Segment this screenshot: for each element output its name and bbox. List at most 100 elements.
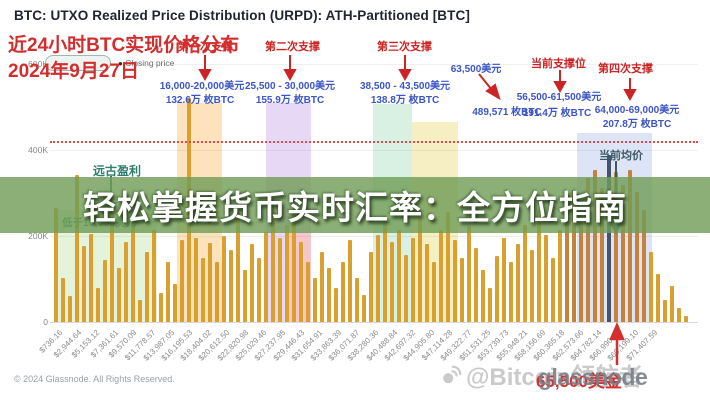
annotation-range2-amount: 155.9万 枚BTC — [255, 95, 325, 106]
supply-bar — [103, 260, 107, 322]
supply-bar — [537, 210, 541, 322]
supply-bar — [292, 214, 296, 322]
supply-bar — [117, 267, 121, 322]
supply-bar — [201, 257, 205, 322]
supply-bar — [418, 217, 422, 322]
supply-bar — [327, 267, 331, 322]
annotation-range5-price: 56,500-61,500美元 — [516, 92, 602, 103]
closing-price-bar — [607, 155, 611, 322]
supply-bar — [166, 261, 170, 322]
annotation-range3-price: 38,500 - 43,500美元 — [359, 81, 451, 92]
banner-title: 轻松掌握货币实时汇率：全方位指南 — [83, 189, 627, 226]
annotation-range5-amount: 191.4万 枚BTC — [522, 108, 592, 119]
supply-bar — [257, 257, 261, 322]
supply-bar — [390, 242, 394, 322]
supply-bar — [663, 300, 667, 322]
supply-bar — [145, 251, 149, 322]
supply-bar — [264, 232, 268, 322]
legend-swatch — [45, 55, 111, 71]
copyright-text: © 2024 Glassnode. All Rights Reserved. — [14, 374, 175, 384]
supply-bar — [383, 214, 387, 322]
supply-bar — [488, 288, 492, 322]
y-axis-tick-label: 0 — [43, 317, 48, 327]
supply-bar — [635, 192, 639, 322]
supply-bar — [495, 256, 499, 322]
supply-bar — [502, 238, 506, 322]
supply-bar — [642, 210, 646, 322]
supply-bar — [439, 229, 443, 322]
supply-bar — [243, 269, 247, 322]
supply-bar — [54, 208, 58, 322]
supply-bar — [362, 294, 366, 322]
supply-bar — [348, 239, 352, 322]
ath-dotted-line — [50, 140, 698, 143]
supply-bar — [110, 211, 114, 322]
annotation-range1-amount: 132.6万 枚BTC — [165, 95, 235, 106]
supply-bar — [152, 229, 156, 322]
annotation-range1-price: 16,000-20,000美元 — [159, 81, 245, 92]
supply-bar — [670, 285, 674, 322]
supply-bar — [530, 250, 534, 322]
supply-bar — [474, 248, 478, 322]
supply-bar — [411, 238, 415, 322]
supply-bar — [131, 217, 135, 322]
supply-bar — [397, 229, 401, 322]
supply-bar — [159, 293, 163, 322]
gridline — [50, 64, 698, 65]
y-axis-tick-label: 200K — [28, 231, 48, 241]
supply-bar — [586, 177, 590, 322]
annotation-support1: 第一次支撑 — [178, 41, 233, 53]
supply-bar — [124, 242, 128, 322]
supply-bar — [432, 261, 436, 322]
supply-bar — [208, 242, 212, 322]
annotation-support4: 第四次支撑 — [598, 63, 653, 75]
supply-bar — [523, 224, 527, 322]
supply-bar — [369, 251, 373, 322]
legend-dot-icon: ● — [118, 59, 123, 68]
supply-bar — [684, 315, 688, 322]
supply-bar — [68, 296, 72, 322]
supply-bar — [173, 284, 177, 322]
supply-bar — [96, 288, 100, 322]
supply-bar — [614, 171, 618, 322]
y-axis-tick-label: 600K — [28, 59, 48, 69]
annotation-support3: 第三次支撑 — [377, 41, 432, 53]
banner-overlay: 轻松掌握货币实时汇率：全方位指南 — [0, 177, 710, 233]
supply-bar — [404, 254, 408, 322]
supply-bar — [593, 170, 597, 322]
supply-bar — [446, 211, 450, 322]
supply-bar — [341, 261, 345, 322]
supply-bar — [229, 250, 233, 322]
gridline — [50, 150, 698, 151]
watermark-handle: @Bitcoin领航者 — [440, 357, 643, 392]
supply-bar — [677, 307, 681, 322]
overlay-heading-line2: 2024年9月27日 — [8, 61, 139, 82]
supply-bar — [215, 261, 219, 322]
legend-closing-price-label: Closing price — [125, 58, 175, 68]
supply-bar — [453, 239, 457, 322]
supply-bar — [313, 278, 317, 322]
watermark-handle-text: @Bitcoin领航者 — [466, 364, 643, 391]
supply-bar — [656, 273, 660, 322]
annotation-ancient-profit: 远古盈利 — [93, 164, 142, 178]
price-callout: 65,500美金 — [536, 372, 622, 391]
supply-bar — [75, 174, 79, 322]
supply-bar — [460, 257, 464, 322]
supply-bar — [222, 236, 226, 322]
x-axis-line — [50, 322, 698, 323]
annotation-current-support: 当前支撑位 — [531, 58, 586, 70]
supply-bar — [236, 211, 240, 322]
supply-bar — [278, 238, 282, 322]
supply-bar — [544, 235, 548, 322]
supply-bar — [89, 233, 93, 322]
chart-title: BTC: UTXO Realized Price Distribution (U… — [14, 8, 470, 23]
supply-bar — [82, 245, 86, 322]
weibo-icon — [443, 365, 462, 383]
gridline — [50, 236, 698, 237]
supply-bar — [551, 257, 555, 322]
overlay-heading-line1: 近24小时BTC实现价格分布 — [8, 35, 240, 56]
supply-bar — [565, 205, 569, 322]
y-axis-tick-label: 400K — [28, 145, 48, 155]
supply-bar — [306, 261, 310, 322]
